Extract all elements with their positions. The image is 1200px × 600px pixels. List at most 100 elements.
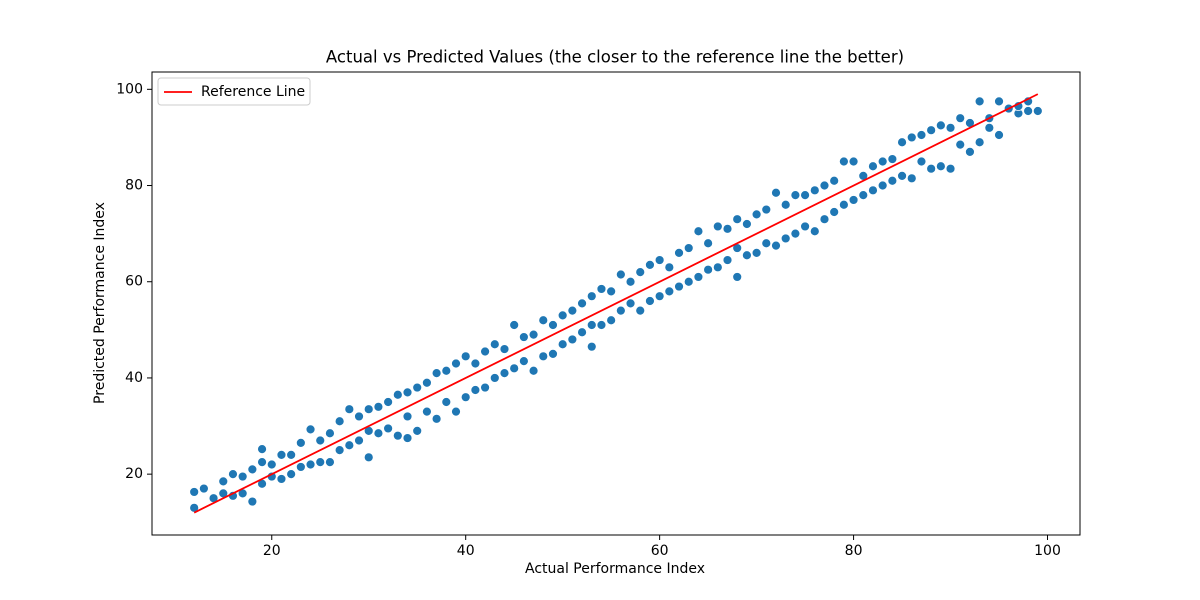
scatter-point xyxy=(315,435,326,446)
scatter-point xyxy=(286,469,297,480)
scatter-point xyxy=(761,204,772,215)
scatter-point xyxy=(577,327,587,338)
scatter-point xyxy=(286,450,297,460)
scatter-point xyxy=(683,243,694,253)
scatter-point xyxy=(984,122,995,133)
scatter-point xyxy=(945,122,956,133)
scatter-point xyxy=(712,262,723,273)
scatter-point xyxy=(800,221,810,232)
scatter-point xyxy=(965,146,975,157)
scatter-point xyxy=(635,267,646,278)
scatter-point xyxy=(431,368,442,379)
scatter-point xyxy=(790,228,801,239)
scatter-point xyxy=(771,240,781,251)
scatter-point xyxy=(654,255,665,265)
scatter-point xyxy=(373,428,384,439)
scatter-point xyxy=(518,332,529,342)
scatter-point xyxy=(916,156,927,167)
scatter-point xyxy=(441,397,452,407)
scatter-point xyxy=(742,219,752,229)
scatter-point xyxy=(877,180,888,191)
scatter-point xyxy=(412,425,423,436)
scatter-point xyxy=(577,298,587,309)
scatter-point xyxy=(567,305,578,316)
scatter-point xyxy=(470,358,481,369)
x-tick-label: 20 xyxy=(263,543,281,559)
scatter-point xyxy=(383,397,394,407)
scatter-point xyxy=(499,344,510,354)
scatter-point xyxy=(228,469,238,480)
scatter-point xyxy=(945,163,956,174)
scatter-point xyxy=(451,358,461,369)
scatter-point xyxy=(276,474,287,484)
scatter-point xyxy=(257,444,267,455)
scatter-point xyxy=(674,247,684,258)
scatter-point xyxy=(480,346,490,357)
scatter-point xyxy=(790,190,801,201)
scatter-point xyxy=(654,291,665,302)
scatter-point xyxy=(373,401,384,412)
scatter-point xyxy=(509,320,520,330)
scatter-point xyxy=(431,413,442,424)
y-tick-label: 20 xyxy=(125,466,143,482)
scatter-point xyxy=(247,496,258,507)
y-axis-label: Predicted Performance Index xyxy=(92,202,108,404)
scatter-point xyxy=(518,356,529,367)
scatter-point xyxy=(402,387,413,398)
scatter-point xyxy=(838,156,849,167)
scatter-point xyxy=(732,272,743,282)
scatter-point xyxy=(237,471,248,482)
scatter-point xyxy=(489,339,500,350)
scatter-point xyxy=(596,284,607,294)
x-tick-label: 40 xyxy=(457,543,475,559)
scatter-point xyxy=(906,173,917,184)
scatter-point xyxy=(315,457,326,468)
scatter-point xyxy=(480,382,490,393)
scatter-point xyxy=(451,406,461,417)
scatter-point xyxy=(334,416,345,427)
scatter-point xyxy=(800,190,810,201)
scatter-point xyxy=(712,221,723,232)
scatter-point xyxy=(703,264,714,275)
x-tick-label: 60 xyxy=(651,543,669,559)
scatter-point xyxy=(489,373,500,383)
scatter-point xyxy=(325,428,335,439)
scatter-point xyxy=(829,175,840,186)
scatter-point xyxy=(460,351,471,362)
scatter-point xyxy=(383,423,394,434)
scatter-point xyxy=(829,207,840,217)
plot-area xyxy=(151,71,1081,536)
scatter-point xyxy=(509,363,520,374)
scatter-point xyxy=(809,226,820,237)
scatter-point xyxy=(325,457,335,468)
scatter-point xyxy=(402,411,413,422)
scatter-point xyxy=(548,348,558,359)
scatter-point xyxy=(761,238,772,249)
scatter-point xyxy=(247,464,258,475)
scatter-point xyxy=(305,459,316,470)
scatter-point xyxy=(567,334,578,345)
scatter-point xyxy=(392,430,403,441)
scatter-point xyxy=(994,130,1004,140)
scatter-point xyxy=(994,96,1004,107)
scatter-point xyxy=(363,404,374,415)
scatter-point xyxy=(344,440,355,451)
y-tick-label: 100 xyxy=(116,81,143,97)
scatter-point xyxy=(809,185,820,196)
scatter-point xyxy=(499,368,510,379)
scatter-point xyxy=(751,209,762,220)
scatter-point xyxy=(422,406,432,417)
scatter-point xyxy=(848,156,859,167)
scatter-point xyxy=(887,154,898,164)
scatter-point xyxy=(780,233,791,244)
scatter-point xyxy=(344,404,355,415)
y-tick-label: 80 xyxy=(125,178,143,194)
scatter-point xyxy=(751,247,762,258)
scatter-point xyxy=(354,411,364,422)
reference-line xyxy=(193,93,1039,514)
scatter-point xyxy=(218,476,229,487)
scatter-point xyxy=(625,276,636,287)
scatter-point xyxy=(742,250,752,261)
scatter-point xyxy=(276,450,287,460)
scatter-point xyxy=(354,435,364,446)
